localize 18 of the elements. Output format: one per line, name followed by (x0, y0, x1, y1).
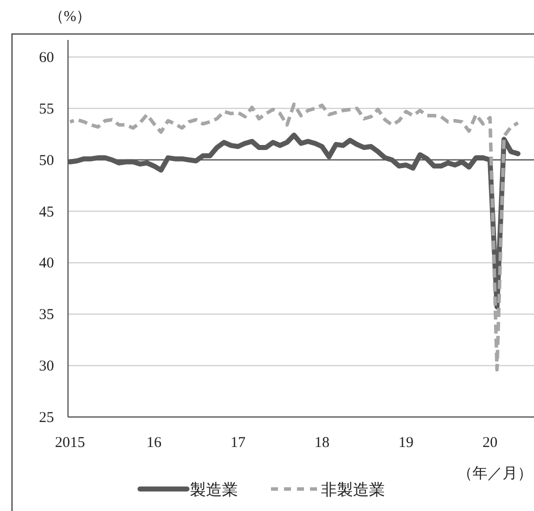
ytick: 60 (39, 50, 54, 66)
ytick: 45 (39, 204, 54, 220)
ytick: 55 (39, 101, 54, 118)
xtick: 2015 (55, 435, 85, 451)
xtick: 19 (398, 435, 414, 451)
ytick: 25 (39, 410, 54, 426)
xtick: 20 (482, 435, 498, 451)
ytick: 40 (39, 256, 54, 272)
legend-label: 非製造業 (321, 482, 385, 499)
xlabel: （年／月） (458, 466, 532, 482)
ytick: 50 (39, 152, 54, 169)
xtick: 16 (146, 435, 162, 451)
xtick: 17 (230, 435, 246, 451)
xtick: 18 (314, 435, 330, 451)
ytick: 35 (39, 307, 54, 324)
legend-label: 製造業 (190, 482, 238, 499)
ytick: 30 (39, 358, 54, 375)
ylabel: （%） (48, 9, 92, 25)
